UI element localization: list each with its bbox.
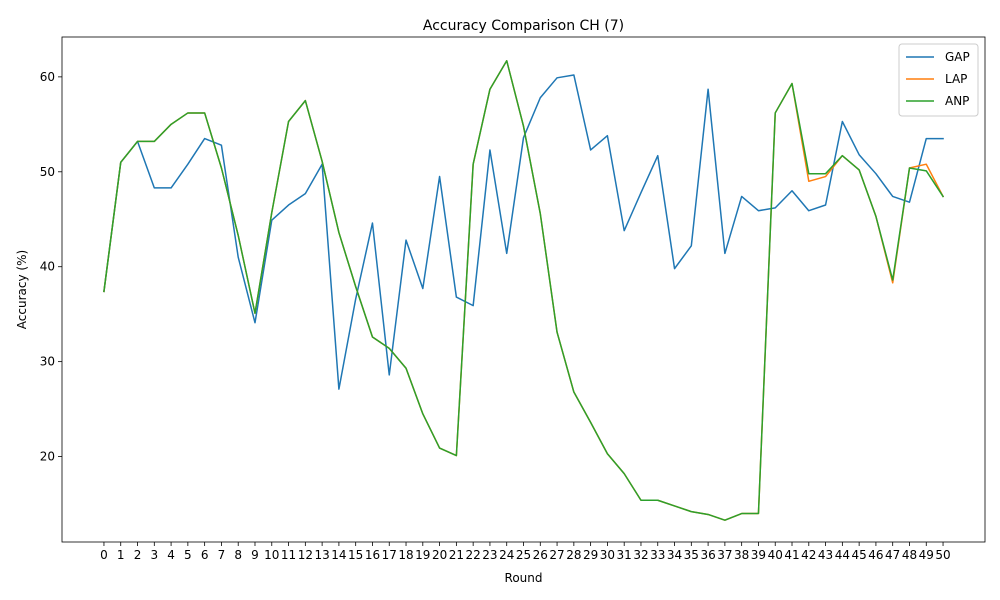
x-tick-label: 34 <box>667 548 682 562</box>
x-tick-label: 40 <box>768 548 783 562</box>
y-tick-label: 40 <box>40 260 55 274</box>
x-tick-label: 18 <box>398 548 413 562</box>
y-tick-label: 30 <box>40 355 55 369</box>
x-tick-label: 0 <box>100 548 108 562</box>
x-tick-label: 46 <box>868 548 883 562</box>
x-tick-label: 38 <box>734 548 749 562</box>
legend: GAP LAP ANP <box>898 43 979 117</box>
x-tick-label: 29 <box>583 548 598 562</box>
x-tick-label: 21 <box>449 548 464 562</box>
y-axis: 20 30 40 50 60 <box>40 70 62 464</box>
x-tick-label: 16 <box>365 548 380 562</box>
x-tick-label: 12 <box>298 548 313 562</box>
legend-box <box>898 43 979 117</box>
x-tick-label: 25 <box>516 548 531 562</box>
x-tick-label: 28 <box>566 548 581 562</box>
legend-label-anp: ANP <box>945 94 969 108</box>
x-tick-label: 23 <box>482 548 497 562</box>
x-tick-label: 27 <box>549 548 564 562</box>
y-tick-label: 20 <box>40 450 55 464</box>
x-tick-label: 44 <box>835 548 850 562</box>
series-line-anp <box>103 59 945 521</box>
x-tick-label: 45 <box>851 548 866 562</box>
x-tick-label: 9 <box>251 548 259 562</box>
x-tick-label: 3 <box>150 548 158 562</box>
x-tick-label: 48 <box>902 548 917 562</box>
x-tick-label: 22 <box>466 548 481 562</box>
x-axis-label: Round <box>505 571 543 585</box>
x-tick-label: 41 <box>784 548 799 562</box>
x-tick-label: 35 <box>684 548 699 562</box>
x-axis: 0 1 2 3 4 5 6 7 8 9 10 11 12 13 14 15 16 17 18 19 20 21 22 23 24… <box>100 542 951 562</box>
x-tick-label: 37 <box>717 548 732 562</box>
y-tick-label: 60 <box>40 70 55 84</box>
x-tick-label: 4 <box>167 548 175 562</box>
x-tick-label: 39 <box>751 548 766 562</box>
x-tick-label: 19 <box>415 548 430 562</box>
x-tick-label: 47 <box>885 548 900 562</box>
legend-label-lap: LAP <box>945 72 967 86</box>
x-tick-label: 7 <box>218 548 226 562</box>
x-tick-label: 24 <box>499 548 514 562</box>
x-tick-label: 10 <box>264 548 279 562</box>
y-tick-label: 50 <box>40 165 55 179</box>
x-tick-label: 11 <box>281 548 296 562</box>
x-tick-label: 20 <box>432 548 447 562</box>
x-tick-label: 50 <box>935 548 950 562</box>
x-tick-label: 8 <box>234 548 242 562</box>
x-tick-label: 30 <box>600 548 615 562</box>
x-tick-label: 26 <box>533 548 548 562</box>
x-tick-label: 15 <box>348 548 363 562</box>
x-tick-label: 31 <box>617 548 632 562</box>
y-axis-label: Accuracy (%) <box>15 250 29 329</box>
x-tick-label: 49 <box>919 548 934 562</box>
series-line-gap <box>103 74 944 390</box>
chart-title: Accuracy Comparison CH (7) <box>423 18 624 34</box>
x-tick-label: 6 <box>201 548 209 562</box>
x-tick-label: 33 <box>650 548 665 562</box>
x-tick-label: 43 <box>818 548 833 562</box>
x-tick-label: 14 <box>331 548 346 562</box>
x-tick-label: 13 <box>314 548 329 562</box>
x-tick-label: 36 <box>700 548 715 562</box>
x-tick-label: 42 <box>801 548 816 562</box>
series-layer <box>103 59 945 521</box>
x-tick-label: 17 <box>382 548 397 562</box>
legend-label-gap: GAP <box>945 50 970 64</box>
x-tick-label: 2 <box>134 548 142 562</box>
x-tick-label: 5 <box>184 548 192 562</box>
x-tick-label: 1 <box>117 548 125 562</box>
plot-area <box>62 37 985 542</box>
x-tick-label: 32 <box>633 548 648 562</box>
